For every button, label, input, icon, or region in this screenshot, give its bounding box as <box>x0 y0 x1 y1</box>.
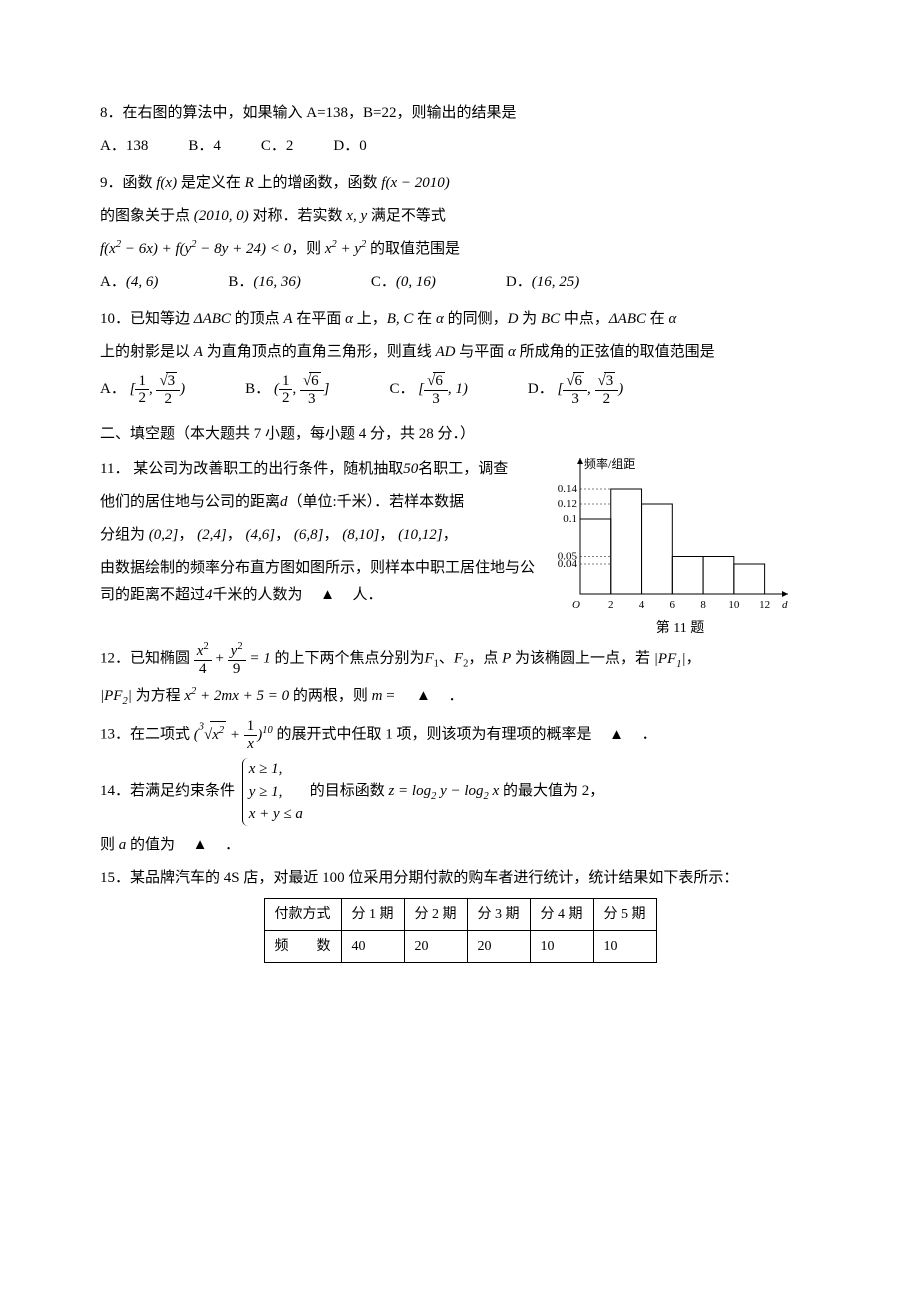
question-14: 14．若满足约束条件 x ≥ 1, y ≥ 1, x + y ≤ a 的目标函数… <box>100 758 820 826</box>
q8-opt-c: C．2 <box>261 133 294 160</box>
q9-line2: 的图象关于点 (2010, 0) 对称．若实数 x, y 满足不等式 <box>100 203 820 230</box>
question-11-row: 11． 某公司为改善职工的出行条件，随机抽取50名职工，调查 他们的居住地与公司… <box>100 456 820 641</box>
q10-opt-d: D． [63, 32) <box>528 372 623 407</box>
td-4: 10 <box>530 930 593 962</box>
svg-text:0.1: 0.1 <box>563 513 577 525</box>
th-2: 分 2 期 <box>404 898 467 930</box>
question-15: 15．某品牌汽车的 4S 店，对最近 100 位采用分期付款的购车者进行统计，统… <box>100 865 820 892</box>
q11-figure: 0.040.050.10.120.1424681012O频率/组距d 第 11 … <box>540 456 820 641</box>
td-1: 40 <box>341 930 404 962</box>
svg-text:频率/组距: 频率/组距 <box>584 456 635 471</box>
q9-opt-b: B．(16, 36) <box>228 269 301 296</box>
q9-opt-d: D．(16, 25) <box>506 269 579 296</box>
q9-opt-a: A．(4, 6) <box>100 269 158 296</box>
svg-text:0.12: 0.12 <box>558 498 577 510</box>
svg-text:0.05: 0.05 <box>558 551 578 563</box>
svg-text:12: 12 <box>759 599 770 611</box>
td-3: 20 <box>467 930 530 962</box>
table-row: 付款方式 分 1 期 分 2 期 分 3 期 分 4 期 分 5 期 <box>264 898 656 930</box>
payment-table: 付款方式 分 1 期 分 2 期 分 3 期 分 4 期 分 5 期 频 数 4… <box>264 898 657 963</box>
table-row: 频 数 40 20 20 10 10 <box>264 930 656 962</box>
th-1: 分 1 期 <box>341 898 404 930</box>
th-5: 分 5 期 <box>593 898 656 930</box>
th-3: 分 3 期 <box>467 898 530 930</box>
question-12: 12．已知椭圆 x24 + y29 = 1 的上下两个焦点分别为F1、F2，点 … <box>100 641 820 677</box>
td-5: 10 <box>593 930 656 962</box>
q9-line3: f(x2 − 6x) + f(y2 − 8y + 24) < 0，则 x2 + … <box>100 236 820 263</box>
svg-text:2: 2 <box>608 599 614 611</box>
blank-triangle: ▲ <box>398 683 448 710</box>
q8-options: A．138 B．4 C．2 D．0 <box>100 133 820 160</box>
th-4: 分 4 期 <box>530 898 593 930</box>
q8-opt-d: D．0 <box>333 133 366 160</box>
svg-text:0.14: 0.14 <box>558 483 578 495</box>
q12-line2: |PF2| 为方程 x2 + 2mx + 5 = 0 的两根，则 m = ▲． <box>100 683 820 712</box>
q10-options: A． [12, 32) B． (12, 63] C． [63, 1) D． [6… <box>100 372 820 407</box>
svg-text:10: 10 <box>728 599 740 611</box>
q8-opt-b: B．4 <box>188 133 221 160</box>
blank-triangle: ▲ <box>592 722 642 749</box>
q10-opt-a: A． [12, 32) <box>100 372 185 407</box>
question-13: 13．在二项式 (3x2 + 1x)10 的展开式中任取 1 项，则该项为有理项… <box>100 718 820 752</box>
question-11: 11． 某公司为改善职工的出行条件，随机抽取50名职工，调查 他们的居住地与公司… <box>100 456 540 615</box>
svg-text:4: 4 <box>639 599 645 611</box>
q10-opt-b: B． (12, 63] <box>245 372 329 407</box>
question-10: 10．已知等边 ΔABC 的顶点 A 在平面 α 上，B, C 在 α 的同侧，… <box>100 306 820 333</box>
q14-line2: 则 a 的值为▲． <box>100 832 820 859</box>
q11-groups: 分组为 (0,2]， (2,4]， (4,6]， (6,8]， (8,10]， … <box>100 522 540 549</box>
q9-options: A．(4, 6) B．(16, 36) C．(0, 16) D．(16, 25) <box>100 269 820 296</box>
svg-text:d: d <box>782 599 788 611</box>
q10-opt-c: C． [63, 1) <box>390 372 468 407</box>
q8-opt-a: A．138 <box>100 133 148 160</box>
td-label: 频 数 <box>264 930 341 962</box>
svg-text:6: 6 <box>670 599 676 611</box>
th-method: 付款方式 <box>264 898 341 930</box>
q9-opt-c: C．(0, 16) <box>371 269 436 296</box>
svg-text:O: O <box>572 599 580 611</box>
q10-line2: 上的射影是以 A 为直角顶点的直角三角形，则直线 AD 与平面 α 所成角的正弦… <box>100 339 820 366</box>
q8-text: 8．在右图的算法中，如果输入 A=138，B=22，则输出的结果是 <box>100 105 517 121</box>
histogram-chart: 0.040.050.10.120.1424681012O频率/组距d <box>540 456 790 616</box>
svg-text:8: 8 <box>700 599 706 611</box>
blank-triangle: ▲ <box>175 832 225 859</box>
cases-brace: x ≥ 1, y ≥ 1, x + y ≤ a <box>242 758 303 826</box>
blank-triangle: ▲ <box>303 582 353 609</box>
question-9: 9．函数 f(x) 是定义在 R 上的增函数，函数 f(x − 2010) <box>100 170 820 197</box>
question-8: 8．在右图的算法中，如果输入 A=138，B=22，则输出的结果是 <box>100 100 820 127</box>
section-2-heading: 二、填空题（本大题共 7 小题，每小题 4 分，共 28 分．） <box>100 421 820 448</box>
td-2: 20 <box>404 930 467 962</box>
q11-caption: 第 11 题 <box>540 616 820 641</box>
